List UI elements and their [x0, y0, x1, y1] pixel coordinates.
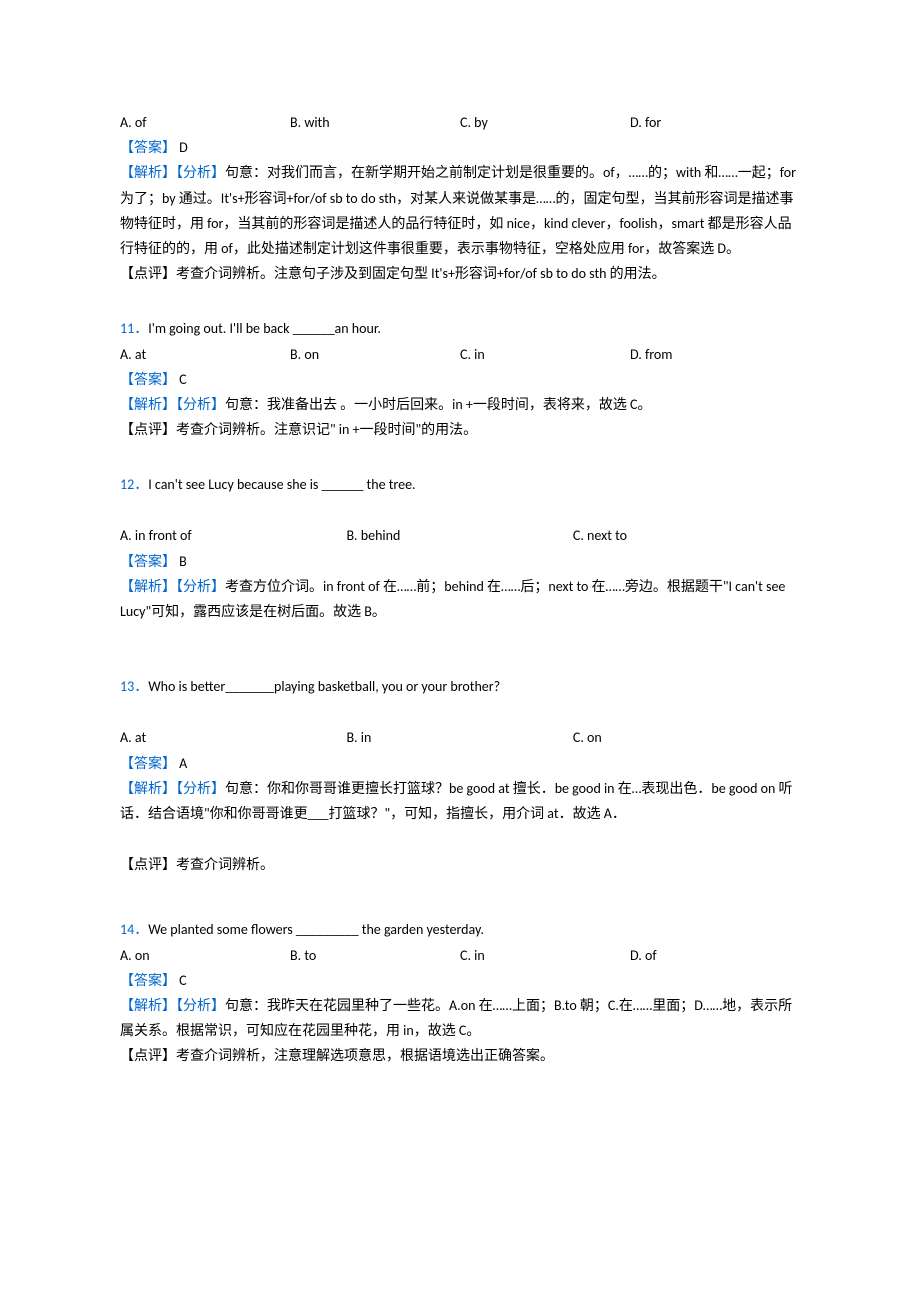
q13-option-b: B. in	[346, 725, 572, 750]
analysis-label: 【解析】	[120, 396, 176, 413]
q12-option-c: C. next to	[573, 523, 799, 548]
q11-stem: 11．I'm going out. I'll be back ______an …	[120, 316, 800, 341]
q14-stem: 14．We planted some flowers _________ the…	[120, 917, 800, 942]
q11-analysis: 【解析】【分析】句意：我准备出去 。一小时后回来。in +一段时间，表将来，故选…	[120, 392, 800, 417]
question-number: 13．	[120, 678, 148, 695]
question-11: 11．I'm going out. I'll be back ______an …	[120, 316, 800, 442]
q12-option-b: B. behind	[346, 523, 572, 548]
q13-option-a: A. at	[120, 725, 346, 750]
q10-answer: 【答案】 D	[120, 135, 800, 160]
question-13: 13．Who is better_______playing basketbal…	[120, 674, 800, 877]
q14-analysis: 【解析】【分析】句意：我昨天在花园里种了一些花。A.on 在……上面；B.to …	[120, 993, 800, 1043]
q12-stem: 12．I can't see Lucy because she is _____…	[120, 472, 800, 497]
q12-option-a: A. in front of	[120, 523, 346, 548]
q12-answer: 【答案】 B	[120, 549, 800, 574]
sub-label: 【分析】	[176, 396, 225, 413]
review-text: 【点评】考查介词辨析。注意句子涉及到固定句型 It's+形容词+for/of s…	[120, 265, 666, 282]
q14-options: A. on B. to C. in D. of	[120, 943, 800, 968]
q14-option-c: C. in	[460, 943, 630, 968]
answer-label: 【答案】	[120, 139, 176, 156]
q11-options: A. at B. on C. in D. from	[120, 342, 800, 367]
review-text: 【点评】考查介词辨析，注意理解选项意思，根据语境选出正确答案。	[120, 1047, 554, 1064]
q10-options: A. of B. with C. by D. for	[120, 110, 800, 135]
q11-option-a: A. at	[120, 342, 290, 367]
q14-answer: 【答案】 C	[120, 968, 800, 993]
q11-review: 【点评】考查介词辨析。注意识记" in +一段时间"的用法。	[120, 417, 800, 442]
q11-option-d: D. from	[630, 342, 800, 367]
q11-option-c: C. in	[460, 342, 630, 367]
q10-option-d: D. for	[630, 110, 800, 135]
answer-label: 【答案】	[120, 371, 176, 388]
q10-option-b: B. with	[290, 110, 460, 135]
q13-answer: 【答案】 A	[120, 751, 800, 776]
analysis-label: 【解析】	[120, 997, 176, 1014]
analysis-label: 【解析】	[120, 780, 176, 797]
q14-option-b: B. to	[290, 943, 460, 968]
q12-options: A. in front of B. behind C. next to	[120, 523, 800, 548]
answer-label: 【答案】	[120, 755, 176, 772]
answer-value: C	[179, 972, 186, 989]
q13-option-c: C. on	[573, 725, 799, 750]
question-text: I can't see Lucy because she is ______ t…	[148, 476, 415, 493]
q10-option-c: C. by	[460, 110, 630, 135]
review-text: 【点评】考查介词辨析。注意识记" in +一段时间"的用法。	[120, 421, 477, 438]
question-number: 14．	[120, 921, 148, 938]
question-text: We planted some flowers _________ the ga…	[148, 921, 484, 938]
q11-option-b: B. on	[290, 342, 460, 367]
answer-value: B	[179, 553, 187, 570]
answer-value: C	[179, 371, 186, 388]
q10-review: 【点评】考查介词辨析。注意句子涉及到固定句型 It's+形容词+for/of s…	[120, 261, 800, 286]
review-text: 【点评】考查介词辨析。	[120, 856, 274, 873]
question-number: 12．	[120, 476, 148, 493]
analysis-label: 【解析】	[120, 164, 176, 181]
sub-label: 【分析】	[176, 578, 225, 595]
page-content: A. of B. with C. by D. for 【答案】 D 【解析】【分…	[0, 0, 920, 1158]
question-14: 14．We planted some flowers _________ the…	[120, 917, 800, 1068]
answer-label: 【答案】	[120, 972, 176, 989]
sub-label: 【分析】	[176, 997, 225, 1014]
q10-option-a: A. of	[120, 110, 290, 135]
question-text: Who is better_______playing basketball, …	[148, 678, 500, 695]
q13-analysis: 【解析】【分析】句意：你和你哥哥谁更擅长打篮球？be good at 擅长．be…	[120, 776, 800, 826]
q14-review: 【点评】考查介词辨析，注意理解选项意思，根据语境选出正确答案。	[120, 1043, 800, 1068]
analysis-label: 【解析】	[120, 578, 176, 595]
q12-analysis: 【解析】【分析】考查方位介词。in front of 在……前；behind 在…	[120, 574, 800, 624]
q14-option-d: D. of	[630, 943, 800, 968]
sub-label: 【分析】	[176, 164, 225, 181]
q13-review: 【点评】考查介词辨析。	[120, 852, 800, 877]
q14-option-a: A. on	[120, 943, 290, 968]
answer-label: 【答案】	[120, 553, 176, 570]
answer-value: D	[179, 139, 188, 156]
analysis-text: 句意：我准备出去 。一小时后回来。in +一段时间，表将来，故选 C。	[225, 396, 652, 413]
question-10: A. of B. with C. by D. for 【答案】 D 【解析】【分…	[120, 110, 800, 286]
q13-stem: 13．Who is better_______playing basketbal…	[120, 674, 800, 699]
question-12: 12．I can't see Lucy because she is _____…	[120, 472, 800, 624]
question-text: I'm going out. I'll be back ______an hou…	[148, 320, 381, 337]
q11-answer: 【答案】 C	[120, 367, 800, 392]
q13-options: A. at B. in C. on	[120, 725, 800, 750]
q10-analysis: 【解析】【分析】句意：对我们而言，在新学期开始之前制定计划是很重要的。of，………	[120, 160, 800, 261]
sub-label: 【分析】	[176, 780, 225, 797]
answer-value: A	[179, 755, 187, 772]
question-number: 11．	[120, 320, 148, 337]
